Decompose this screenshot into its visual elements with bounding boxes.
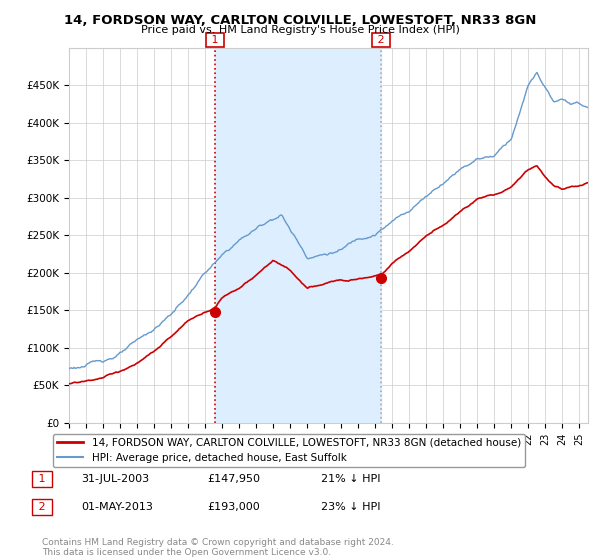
- Text: 2: 2: [35, 502, 49, 512]
- Text: 1: 1: [208, 35, 222, 45]
- Text: 01-MAY-2013: 01-MAY-2013: [81, 502, 153, 512]
- Text: 31-JUL-2003: 31-JUL-2003: [81, 474, 149, 484]
- Text: 1: 1: [35, 474, 49, 484]
- Text: Contains HM Land Registry data © Crown copyright and database right 2024.
This d: Contains HM Land Registry data © Crown c…: [42, 538, 394, 557]
- Legend: 14, FORDSON WAY, CARLTON COLVILLE, LOWESTOFT, NR33 8GN (detached house), HPI: Av: 14, FORDSON WAY, CARLTON COLVILLE, LOWES…: [53, 433, 525, 467]
- Text: £193,000: £193,000: [207, 502, 260, 512]
- Text: Price paid vs. HM Land Registry's House Price Index (HPI): Price paid vs. HM Land Registry's House …: [140, 25, 460, 35]
- Text: 14, FORDSON WAY, CARLTON COLVILLE, LOWESTOFT, NR33 8GN: 14, FORDSON WAY, CARLTON COLVILLE, LOWES…: [64, 14, 536, 27]
- Text: 23% ↓ HPI: 23% ↓ HPI: [321, 502, 380, 512]
- Text: 2: 2: [374, 35, 388, 45]
- Text: 21% ↓ HPI: 21% ↓ HPI: [321, 474, 380, 484]
- Bar: [215, 48, 381, 423]
- Text: £147,950: £147,950: [207, 474, 260, 484]
